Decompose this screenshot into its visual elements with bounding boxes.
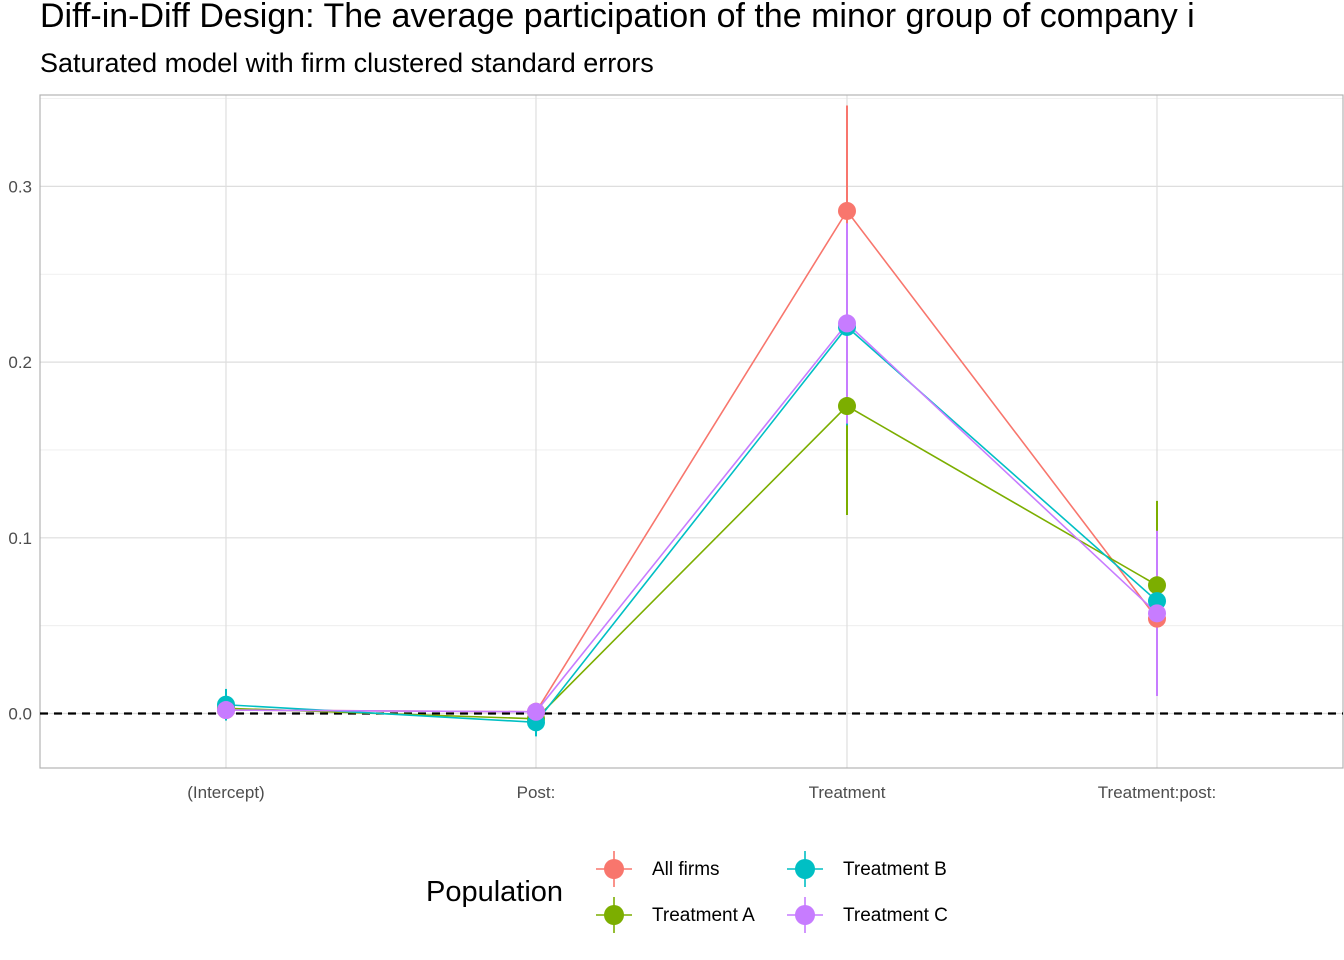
- legend-key-point: [795, 859, 815, 879]
- series-line: [225, 209, 1158, 713]
- data-point: [1148, 576, 1166, 595]
- chart-subtitle: Saturated model with firm clustered stan…: [40, 48, 654, 78]
- series-line: [225, 405, 1158, 720]
- legend-label-treatment-a: Treatment A: [652, 905, 755, 926]
- data-point: [527, 702, 545, 721]
- x-tick-label: Post:: [517, 783, 556, 802]
- data-point: [1148, 604, 1166, 623]
- legend-key-point: [795, 905, 815, 925]
- data-point: [838, 314, 856, 333]
- legend-key-point: [604, 859, 624, 879]
- y-tick-label: 0.0: [8, 705, 32, 724]
- chart-title: Diff-in-Diff Design: The average partici…: [40, 0, 1195, 35]
- y-tick-label: 0.1: [8, 529, 32, 548]
- y-tick-label: 0.3: [8, 177, 32, 196]
- legend-title: Population: [426, 876, 564, 908]
- x-tick-label: Treatment:post:: [1098, 783, 1216, 802]
- data-point: [838, 397, 856, 416]
- data-point: [838, 201, 856, 220]
- data-point: [1148, 592, 1166, 611]
- y-tick-label: 0.2: [8, 353, 32, 372]
- x-tick-label: Treatment: [809, 783, 886, 802]
- series-line: [225, 322, 1158, 713]
- x-tick-label: (Intercept): [187, 783, 264, 802]
- panel-border: [39, 94, 1344, 769]
- legend-label-treatment-b: Treatment B: [843, 859, 947, 880]
- legend-key-point: [604, 905, 624, 925]
- legend-label-treatment-c: Treatment C: [843, 905, 948, 926]
- data-point: [217, 701, 235, 720]
- legend-label-all-firms: All firms: [652, 859, 720, 880]
- series-line: [225, 325, 1158, 724]
